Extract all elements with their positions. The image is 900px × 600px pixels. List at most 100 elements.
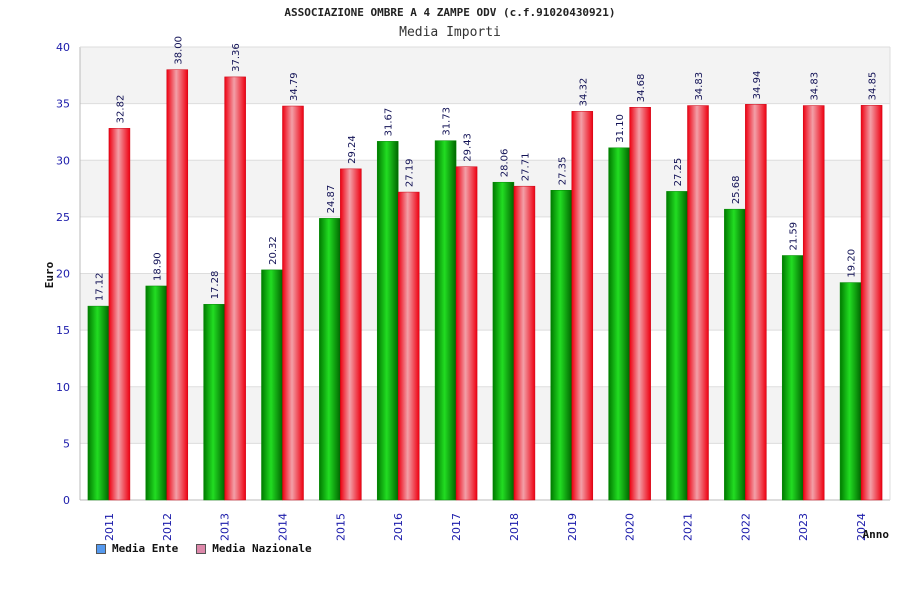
bar-ente <box>608 147 630 501</box>
data-label: 31.10 <box>615 114 626 143</box>
data-label: 34.83 <box>810 72 821 101</box>
bar-nazionale <box>571 111 594 501</box>
bar-ente <box>492 181 515 501</box>
legend: Media Ente Media Nazionale <box>96 542 312 555</box>
data-label: 32.82 <box>115 95 126 124</box>
data-label: 21.59 <box>789 222 800 251</box>
bar-nazionale <box>513 185 536 501</box>
y-tick-labels: 0 5 10 15 20 25 30 35 40 <box>56 41 70 507</box>
bar-ente <box>550 190 573 501</box>
data-labels: 17.12 32.82 18.90 38.00 17.28 37.36 20.32 34.79… <box>94 36 878 301</box>
bar-ente <box>724 208 746 501</box>
grid-band <box>80 160 890 217</box>
y-tick-label: 5 <box>63 437 70 450</box>
legend-swatch-ente <box>96 543 106 554</box>
x-tick-label: 2017 <box>450 513 463 541</box>
x-tick-label: 2018 <box>508 513 521 541</box>
x-tick-labels: 2011 2012 2013 2014 2015 2016 2017 2018 2019 2020… <box>103 513 868 541</box>
legend-item-ente: Media Ente <box>96 542 178 555</box>
x-tick-label: 2012 <box>161 513 174 541</box>
data-label: 31.67 <box>384 108 395 137</box>
y-tick-label: 10 <box>56 381 70 394</box>
data-label: 27.35 <box>557 157 568 186</box>
bar-nazionale <box>860 105 883 501</box>
bar-nazionale <box>166 69 189 501</box>
bar-ente <box>203 304 225 501</box>
data-label: 18.90 <box>152 252 163 281</box>
data-label: 17.12 <box>94 272 105 301</box>
bar-nazionale <box>629 106 651 501</box>
x-axis-label: Anno <box>863 528 890 541</box>
bar-nazionale <box>745 104 767 501</box>
bar-nazionale <box>802 105 825 501</box>
data-label: 27.19 <box>405 158 416 187</box>
bar-nazionale <box>455 166 478 501</box>
y-axis-label: Euro <box>43 261 56 288</box>
data-label: 34.83 <box>694 72 705 101</box>
bar-ente <box>839 282 862 501</box>
data-label: 25.68 <box>731 176 742 205</box>
x-tick-label: 2014 <box>277 513 290 541</box>
data-label: 34.68 <box>636 74 647 103</box>
bar-nazionale <box>108 128 131 501</box>
bar-nazionale <box>687 105 709 501</box>
bar-ente <box>376 141 399 501</box>
y-tick-label: 15 <box>56 324 70 337</box>
data-label: 29.43 <box>463 133 474 162</box>
x-tick-label: 2024 <box>855 513 868 541</box>
bar-ente <box>261 269 283 501</box>
data-label: 31.73 <box>442 107 453 136</box>
grid-band <box>80 386 890 444</box>
data-label: 34.32 <box>578 78 589 107</box>
bar-ente <box>666 191 688 501</box>
x-tick-label: 2019 <box>566 513 579 541</box>
data-label: 34.94 <box>752 71 763 100</box>
y-tick-label: 30 <box>56 154 70 167</box>
grid-band <box>80 443 890 500</box>
y-tick-label: 25 <box>56 211 70 224</box>
data-label: 34.79 <box>289 72 300 101</box>
data-label: 27.71 <box>520 153 531 182</box>
y-tick-label: 20 <box>56 268 70 281</box>
y-tick-label: 35 <box>56 98 70 111</box>
grid-band <box>80 216 890 274</box>
bar-nazionale <box>340 168 362 501</box>
data-label: 17.28 <box>210 271 221 300</box>
grid-band <box>80 47 890 104</box>
chart-subtitle: Media Importi <box>399 25 501 40</box>
data-label: 37.36 <box>231 43 242 72</box>
grid-band <box>80 103 890 161</box>
x-tick-label: 2011 <box>103 513 116 541</box>
x-tick-label: 2023 <box>797 513 810 541</box>
legend-label-nazionale: Media Nazionale <box>212 542 312 555</box>
data-label: 20.32 <box>268 236 279 265</box>
legend-swatch-nazionale <box>196 543 207 554</box>
data-label: 19.20 <box>847 249 858 278</box>
bar-nazionale <box>224 76 246 501</box>
x-tick-label: 2022 <box>739 513 752 541</box>
data-label: 29.24 <box>347 135 358 164</box>
x-tick-label: 2013 <box>219 513 232 541</box>
x-tick-label: 2016 <box>392 513 405 541</box>
x-tick-label: 2020 <box>624 513 637 541</box>
bar-ente <box>434 140 457 501</box>
bar-nazionale <box>397 191 420 501</box>
x-tick-label: 2021 <box>682 513 695 541</box>
data-label: 38.00 <box>173 36 184 65</box>
bar-ente <box>87 305 110 501</box>
y-tick-label: 40 <box>56 41 70 54</box>
data-label: 27.25 <box>673 158 684 187</box>
y-tick-label: 0 <box>63 494 70 507</box>
grid-band <box>80 330 890 387</box>
data-label: 24.87 <box>326 185 337 214</box>
chart-title: ASSOCIAZIONE OMBRE A 4 ZAMPE ODV (c.f.91… <box>284 6 616 19</box>
bar-ente <box>145 285 168 501</box>
bar-ente <box>319 218 341 501</box>
legend-label-ente: Media Ente <box>112 542 179 555</box>
grid-band <box>80 273 890 331</box>
bar-nazionale <box>282 105 304 501</box>
legend-item-nazionale: Media Nazionale <box>196 542 312 555</box>
bar-ente <box>781 255 804 501</box>
